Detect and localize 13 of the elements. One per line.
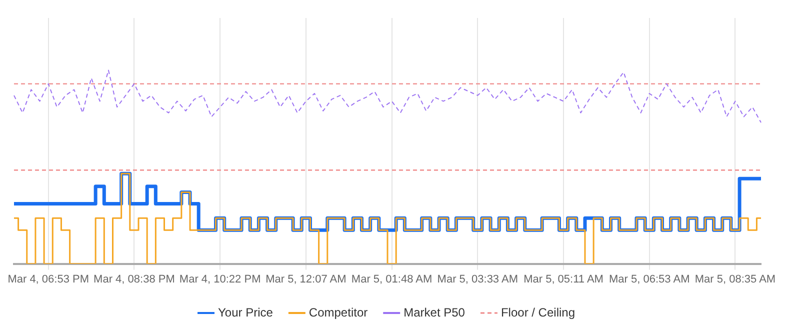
x-tick-label: Mar 4, 06:53 PM <box>8 273 90 286</box>
legend-label: Floor / Ceiling <box>500 305 575 320</box>
legend-label: Competitor <box>308 305 368 320</box>
x-tick-label: Mar 4, 10:22 PM <box>179 273 261 286</box>
x-tick-label: Mar 5, 06:53 AM <box>609 273 690 286</box>
legend-label: Your Price <box>218 305 274 320</box>
legend-label: Market P50 <box>404 305 466 320</box>
x-tick-label: Mar 5, 08:35 AM <box>694 273 776 286</box>
x-tick-label: Mar 5, 05:11 AM <box>524 273 604 286</box>
x-tick-label: Mar 4, 08:38 PM <box>94 273 175 286</box>
x-tick-label: Mar 5, 01:48 AM <box>351 273 432 286</box>
x-tick-label: Mar 5, 03:33 AM <box>437 273 518 286</box>
x-tick-label: Mar 5, 12:07 AM <box>266 273 346 286</box>
